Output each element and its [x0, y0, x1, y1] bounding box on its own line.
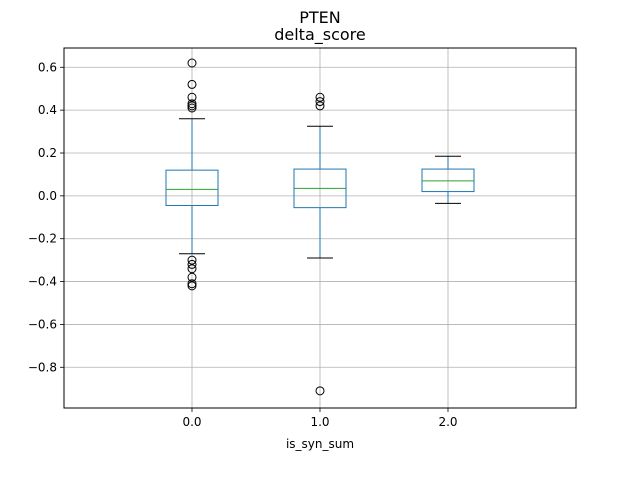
outlier-point: [187, 99, 197, 109]
y-tick-label: 0.6: [38, 60, 57, 74]
y-tick-label: −0.4: [28, 275, 57, 289]
y-tick-label: −0.8: [28, 360, 57, 374]
outlier-point: [315, 386, 325, 396]
outlier-point: [187, 92, 197, 102]
box-group: [293, 92, 347, 396]
y-tick-label: −0.6: [28, 317, 57, 331]
outlier-point: [187, 58, 197, 68]
outlier-point: [187, 264, 197, 274]
x-axis-label: is_syn_sum: [286, 437, 354, 451]
y-tick-label: 0.0: [38, 189, 57, 203]
outlier-point: [187, 259, 197, 269]
outlier-point: [315, 97, 325, 107]
chart-title: delta_score: [274, 25, 366, 45]
box-plots: [165, 58, 475, 396]
outlier-point: [315, 101, 325, 111]
outlier-point: [187, 272, 197, 282]
iqr-box: [421, 168, 475, 193]
y-tick-label: 0.2: [38, 146, 57, 160]
outlier-point: [315, 92, 325, 102]
outlier-point: [187, 255, 197, 265]
y-tick-label: −0.2: [28, 232, 57, 246]
iqr-box: [165, 169, 219, 206]
outlier-point: [187, 101, 197, 111]
x-tick-label: 1.0: [310, 415, 329, 429]
x-tick-label: 2.0: [438, 415, 457, 429]
outlier-point: [187, 103, 197, 113]
y-tick-label: 0.4: [38, 103, 57, 117]
box-group: [421, 155, 475, 204]
axis-ticks: −0.8 −0.6 −0.4 −0.2 0.0 0.2 0.4 0.6 0.0 1.0 2.0: [28, 60, 458, 429]
outlier-point: [187, 79, 197, 89]
outlier-point: [187, 281, 197, 291]
x-tick-label: 0.0: [182, 415, 201, 429]
box-group: [165, 58, 219, 291]
outlier-point: [187, 279, 197, 289]
chart-suptitle: PTEN: [299, 8, 341, 27]
